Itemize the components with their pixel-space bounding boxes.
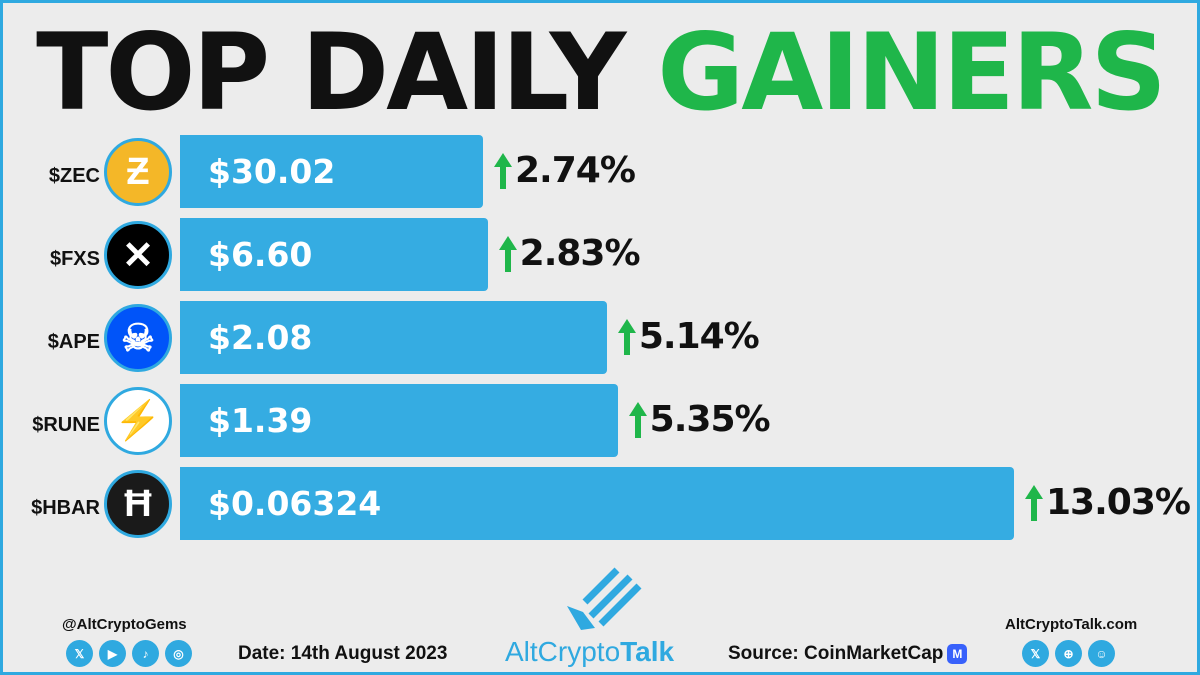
ticker-label: $APE — [47, 331, 100, 353]
up-arrow-icon — [494, 152, 512, 189]
zcash-icon: Ƶ — [104, 138, 172, 206]
apecoin-icon: ☠ — [104, 304, 172, 372]
discord-icon[interactable]: ☺ — [1088, 640, 1115, 667]
ticker-label: $ZEC — [48, 165, 100, 187]
percent-change-label: 5.35% — [649, 399, 771, 440]
right-social-icons: 𝕏 ⊕ ☺ — [1022, 640, 1115, 667]
hedera-icon: Ħ — [104, 470, 172, 538]
up-arrow-icon — [617, 318, 636, 355]
percent-change-label: 13.03% — [1046, 482, 1191, 523]
up-arrow-icon — [1025, 484, 1043, 521]
percent-change: 5.14% — [617, 316, 760, 357]
x-icon[interactable]: 𝕏 — [66, 640, 93, 667]
source-label: Source: CoinMarketCap M — [728, 643, 968, 665]
up-arrow-icon — [628, 401, 647, 438]
price-label: $6.60 — [208, 235, 313, 274]
bar: $2.08 — [180, 301, 607, 374]
ticker-label: $HBAR — [31, 497, 100, 519]
x-icon[interactable]: 𝕏 — [1022, 640, 1049, 667]
price-label: $1.39 — [208, 401, 313, 440]
ticker-label: $FXS — [49, 248, 100, 270]
brand-name-part1: AltCrypto — [505, 636, 621, 667]
social-handle: @AltCryptoGems — [62, 616, 187, 633]
price-label: $2.08 — [208, 318, 313, 357]
bar: $30.02 — [180, 135, 483, 208]
tiktok-icon[interactable]: ♪ — [132, 640, 159, 667]
percent-change: 13.03% — [1024, 482, 1191, 523]
youtube-icon[interactable]: ▶ — [99, 640, 126, 667]
website-link[interactable]: AltCryptoTalk.com — [1005, 616, 1138, 633]
price-label: $30.02 — [208, 152, 336, 191]
instagram-icon[interactable]: ◎ — [165, 640, 192, 667]
left-social-icons: 𝕏 ▶ ♪ ◎ — [66, 640, 192, 667]
bar: $0.06324 — [180, 467, 1014, 540]
gainers-bar-chart: $ZEC Ƶ $30.02 2.74% $FXS ✕ $6.60 2.83% $APE ☠ $2.0… — [0, 135, 1200, 555]
up-arrow-icon — [498, 235, 517, 272]
bar: $1.39 — [180, 384, 618, 457]
percent-change-label: 2.74% — [515, 150, 636, 191]
title-part-green: GAINERS — [657, 11, 1167, 134]
percent-change-label: 2.83% — [519, 233, 641, 274]
source-text: Source: CoinMarketCap — [728, 643, 944, 664]
altcryptotalk-logo-icon — [567, 567, 642, 630]
website-icon[interactable]: ⊕ — [1055, 640, 1082, 667]
brand-name: AltCryptoTalk — [505, 636, 674, 668]
percent-change: 5.35% — [628, 399, 771, 440]
title-part-black: TOP DAILY — [36, 11, 626, 134]
bar: $6.60 — [180, 218, 488, 291]
frax-share-icon: ✕ — [104, 221, 172, 289]
ticker-label: $RUNE — [32, 414, 100, 436]
page-title: TOP DAILY GAINERS — [0, 18, 1200, 128]
date-label: Date: 14th August 2023 — [238, 643, 448, 664]
thorchain-icon: ⚡ — [104, 387, 172, 455]
percent-change: 2.83% — [498, 233, 641, 274]
percent-change: 2.74% — [493, 150, 636, 191]
coinmarketcap-icon: M — [947, 644, 968, 664]
percent-change-label: 5.14% — [638, 316, 760, 357]
price-label: $0.06324 — [208, 484, 382, 523]
brand-name-part2: Talk — [620, 636, 675, 667]
